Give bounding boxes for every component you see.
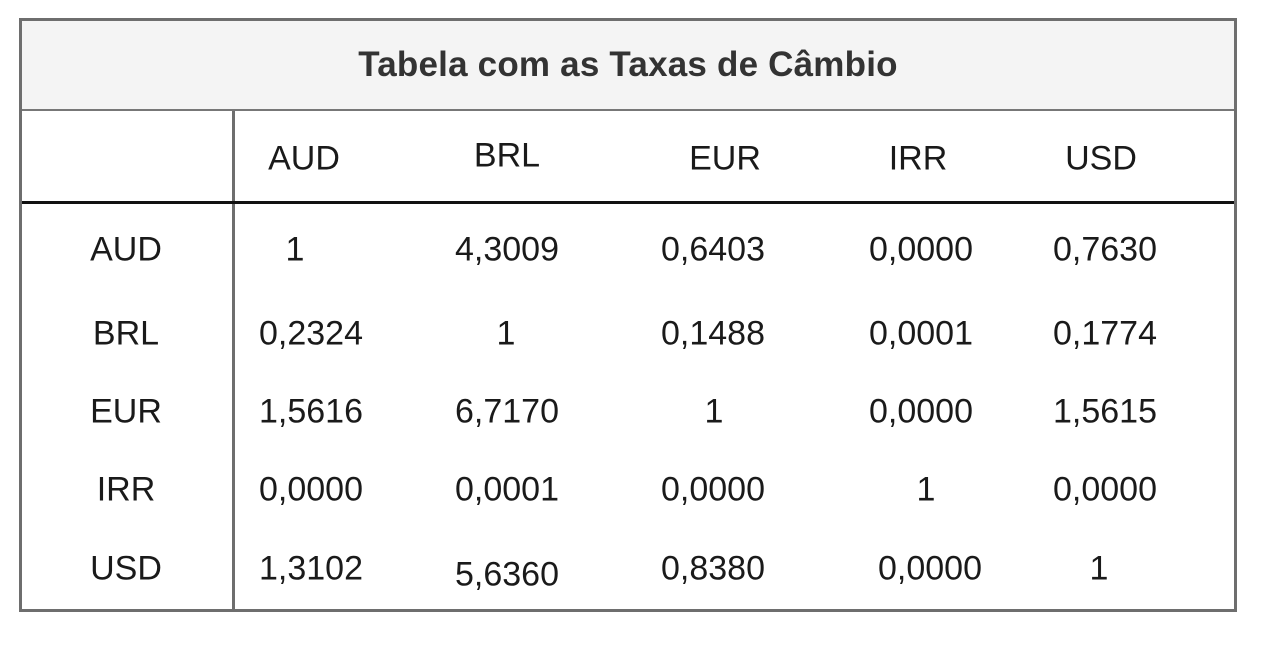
row-header-usd: USD (90, 549, 162, 588)
table-cell: 6,7170 (455, 392, 559, 431)
table-cell: 0,1774 (1053, 314, 1157, 353)
table-cell: 0,0001 (869, 314, 973, 353)
row-header-divider (232, 111, 235, 612)
column-header-aud: AUD (268, 139, 340, 178)
table-title: Tabela com as Taxas de Câmbio (358, 45, 898, 84)
table-cell: 0,1488 (661, 314, 765, 353)
table-cell: 1 (1089, 549, 1109, 588)
table-cell: 1 (285, 230, 305, 269)
table-cell: 0,8380 (661, 549, 765, 588)
column-header-irr: IRR (888, 139, 948, 178)
table-cell: 1 (916, 470, 936, 509)
table-cell: 0,0000 (1053, 470, 1157, 509)
column-header-usd: USD (1065, 139, 1137, 178)
table-cell: 4,3009 (455, 230, 559, 269)
table-cell: 0,7630 (1053, 230, 1157, 269)
table-title-band: Tabela com as Taxas de Câmbio (22, 21, 1234, 111)
table-cell: 1,5616 (259, 392, 363, 431)
row-header-eur: EUR (90, 392, 162, 431)
table-cell: 0,0000 (878, 549, 982, 588)
table-cell: 0,0000 (661, 470, 765, 509)
table-cell: 1,5615 (1053, 392, 1157, 431)
table-cell: 1,3102 (259, 549, 363, 588)
table-cell: 0,0000 (869, 392, 973, 431)
table-cell: 0,2324 (259, 314, 363, 353)
table-cell: 0,0000 (869, 230, 973, 269)
column-header-divider (22, 201, 1234, 204)
row-header-irr: IRR (96, 470, 156, 509)
row-header-brl: BRL (92, 314, 160, 353)
column-header-brl: BRL (473, 136, 541, 175)
column-header-eur: EUR (689, 139, 761, 178)
row-header-aud: AUD (90, 230, 162, 269)
exchange-rate-table: Tabela com as Taxas de Câmbio AUD BRL EU… (19, 18, 1237, 612)
table-cell: 5,6360 (455, 555, 559, 594)
table-cell: 0,6403 (661, 230, 765, 269)
table-cell: 0,0000 (259, 470, 363, 509)
table-cell: 1 (496, 314, 516, 353)
table-cell: 0,0001 (455, 470, 559, 509)
table-cell: 1 (704, 392, 724, 431)
